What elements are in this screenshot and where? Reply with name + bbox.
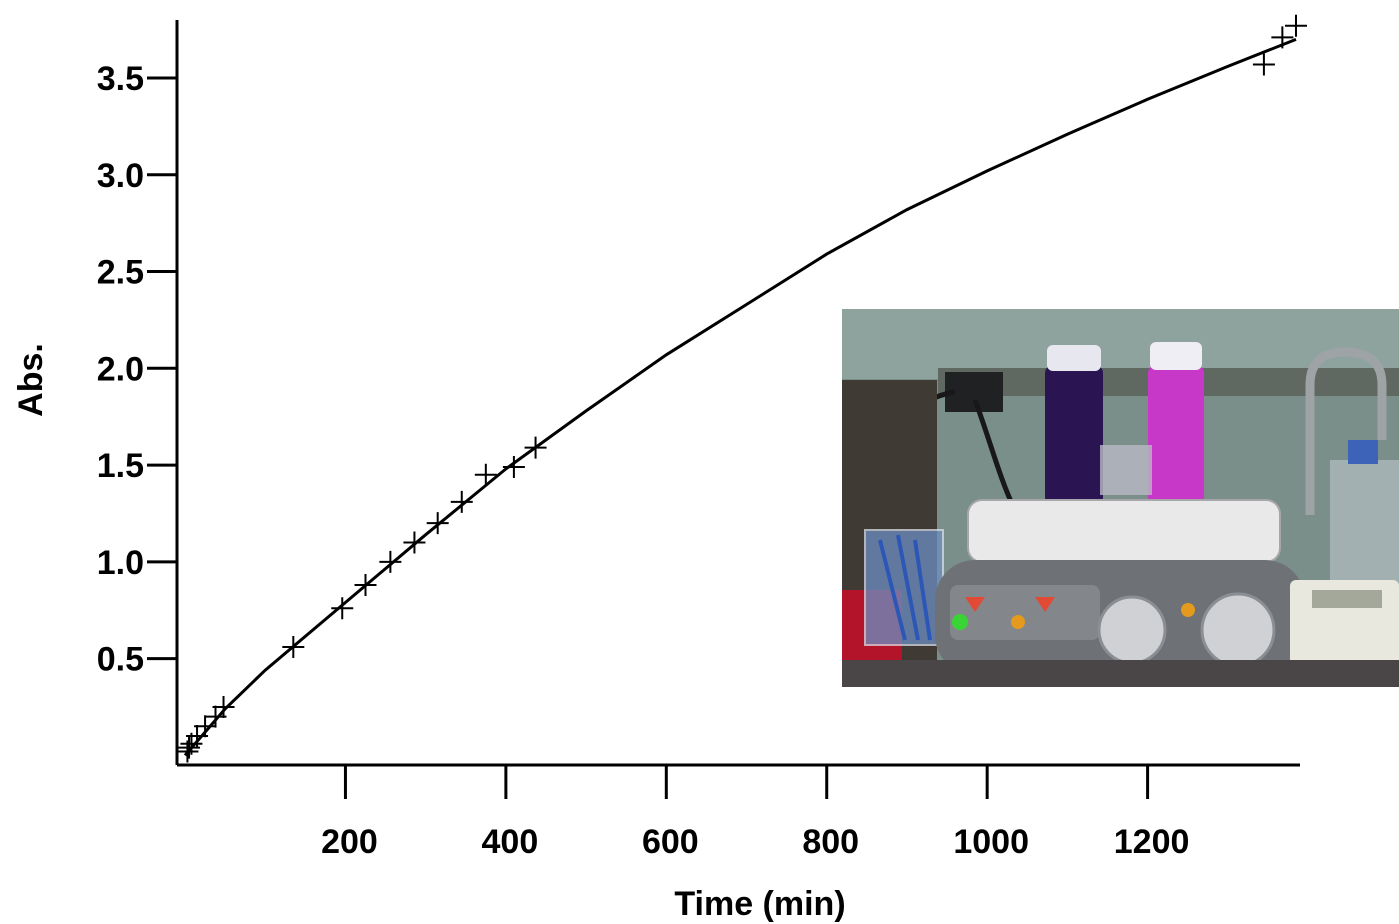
inset-photo-red-marker bbox=[1035, 597, 1055, 612]
inset-photo-clamp bbox=[1100, 445, 1152, 495]
data-point-marker bbox=[379, 550, 402, 573]
data-point-marker bbox=[403, 531, 426, 554]
x-tick-label: 1200 bbox=[1114, 823, 1190, 861]
inset-photo-vial-cap bbox=[1047, 345, 1101, 371]
inset-photo-knob-left bbox=[1097, 595, 1167, 665]
data-point-marker bbox=[450, 490, 473, 513]
data-point-marker bbox=[354, 574, 377, 597]
inset-photo-beaker-rod bbox=[913, 539, 932, 641]
y-tick-label: 0.5 bbox=[97, 641, 144, 679]
inset-photo-beaker-rod bbox=[878, 539, 907, 641]
y-tick-label: 2.5 bbox=[97, 254, 144, 292]
data-point-marker bbox=[502, 456, 525, 478]
data-point-marker bbox=[524, 436, 547, 459]
x-tick-label: 200 bbox=[321, 823, 378, 861]
y-tick-label: 1.0 bbox=[97, 544, 144, 582]
inset-photo-upper-wall bbox=[842, 309, 1399, 379]
data-point-marker bbox=[1252, 53, 1275, 76]
inset-photo-vial-light bbox=[1148, 365, 1204, 505]
y-axis-group: 0.5 1.0 1.5 2.0 2.5 3.0 3.5 bbox=[97, 20, 179, 765]
y-tick-label: 3.5 bbox=[97, 60, 144, 98]
x-tick-label: 1000 bbox=[953, 823, 1029, 861]
data-point-marker bbox=[474, 463, 497, 486]
inset-photo-green-led bbox=[952, 614, 968, 630]
data-point-marker bbox=[194, 715, 217, 738]
inset-photo-flask-cap bbox=[1348, 440, 1378, 464]
data-point-marker bbox=[426, 512, 449, 535]
inset-photo-timer-screen bbox=[1312, 590, 1382, 608]
inset-photo-vial-cap bbox=[1150, 342, 1202, 370]
x-axis-title: Time (min) bbox=[674, 885, 845, 923]
x-axis-group: 200 400 600 800 1000 1200 bbox=[177, 763, 1300, 861]
inset-photo-beaker bbox=[864, 529, 944, 646]
data-points bbox=[176, 14, 1307, 763]
y-axis-title: Abs. bbox=[12, 343, 50, 417]
y-tick-label: 2.0 bbox=[97, 350, 144, 388]
inset-photo-flask bbox=[1330, 460, 1399, 600]
inset-photo-orange-led bbox=[1181, 603, 1195, 617]
y-tick-label: 3.0 bbox=[97, 157, 144, 195]
inset-photo-knob-right bbox=[1200, 592, 1276, 668]
inset-photo-vial-dark bbox=[1045, 365, 1103, 505]
inset-photo-orange-led bbox=[1011, 615, 1025, 629]
x-tick-label: 600 bbox=[642, 823, 699, 861]
x-tick-label: 800 bbox=[802, 823, 859, 861]
inset-photo-bench bbox=[842, 660, 1399, 687]
x-tick-label: 400 bbox=[482, 823, 539, 861]
fit-line bbox=[183, 38, 1297, 757]
y-ticks: 0.5 1.0 1.5 2.0 2.5 3.0 3.5 bbox=[97, 60, 177, 679]
inset-photo-red-marker bbox=[965, 597, 985, 612]
x-ticks: 200 400 600 800 1000 1200 bbox=[321, 765, 1189, 861]
data-point-marker bbox=[282, 635, 305, 658]
y-tick-label: 1.5 bbox=[97, 447, 144, 485]
data-point-marker bbox=[178, 736, 201, 759]
data-point-marker bbox=[1271, 26, 1294, 49]
inset-photo-beaker-rod bbox=[896, 534, 920, 641]
inset-photo bbox=[842, 309, 1399, 687]
inset-photo-faucet bbox=[1305, 347, 1387, 515]
inset-photo-stirrer-top bbox=[967, 499, 1281, 563]
data-point-marker bbox=[331, 597, 354, 620]
data-point-marker bbox=[212, 695, 235, 718]
data-point-marker bbox=[1284, 14, 1307, 37]
inset-photo-stirrer-panel bbox=[950, 585, 1100, 640]
